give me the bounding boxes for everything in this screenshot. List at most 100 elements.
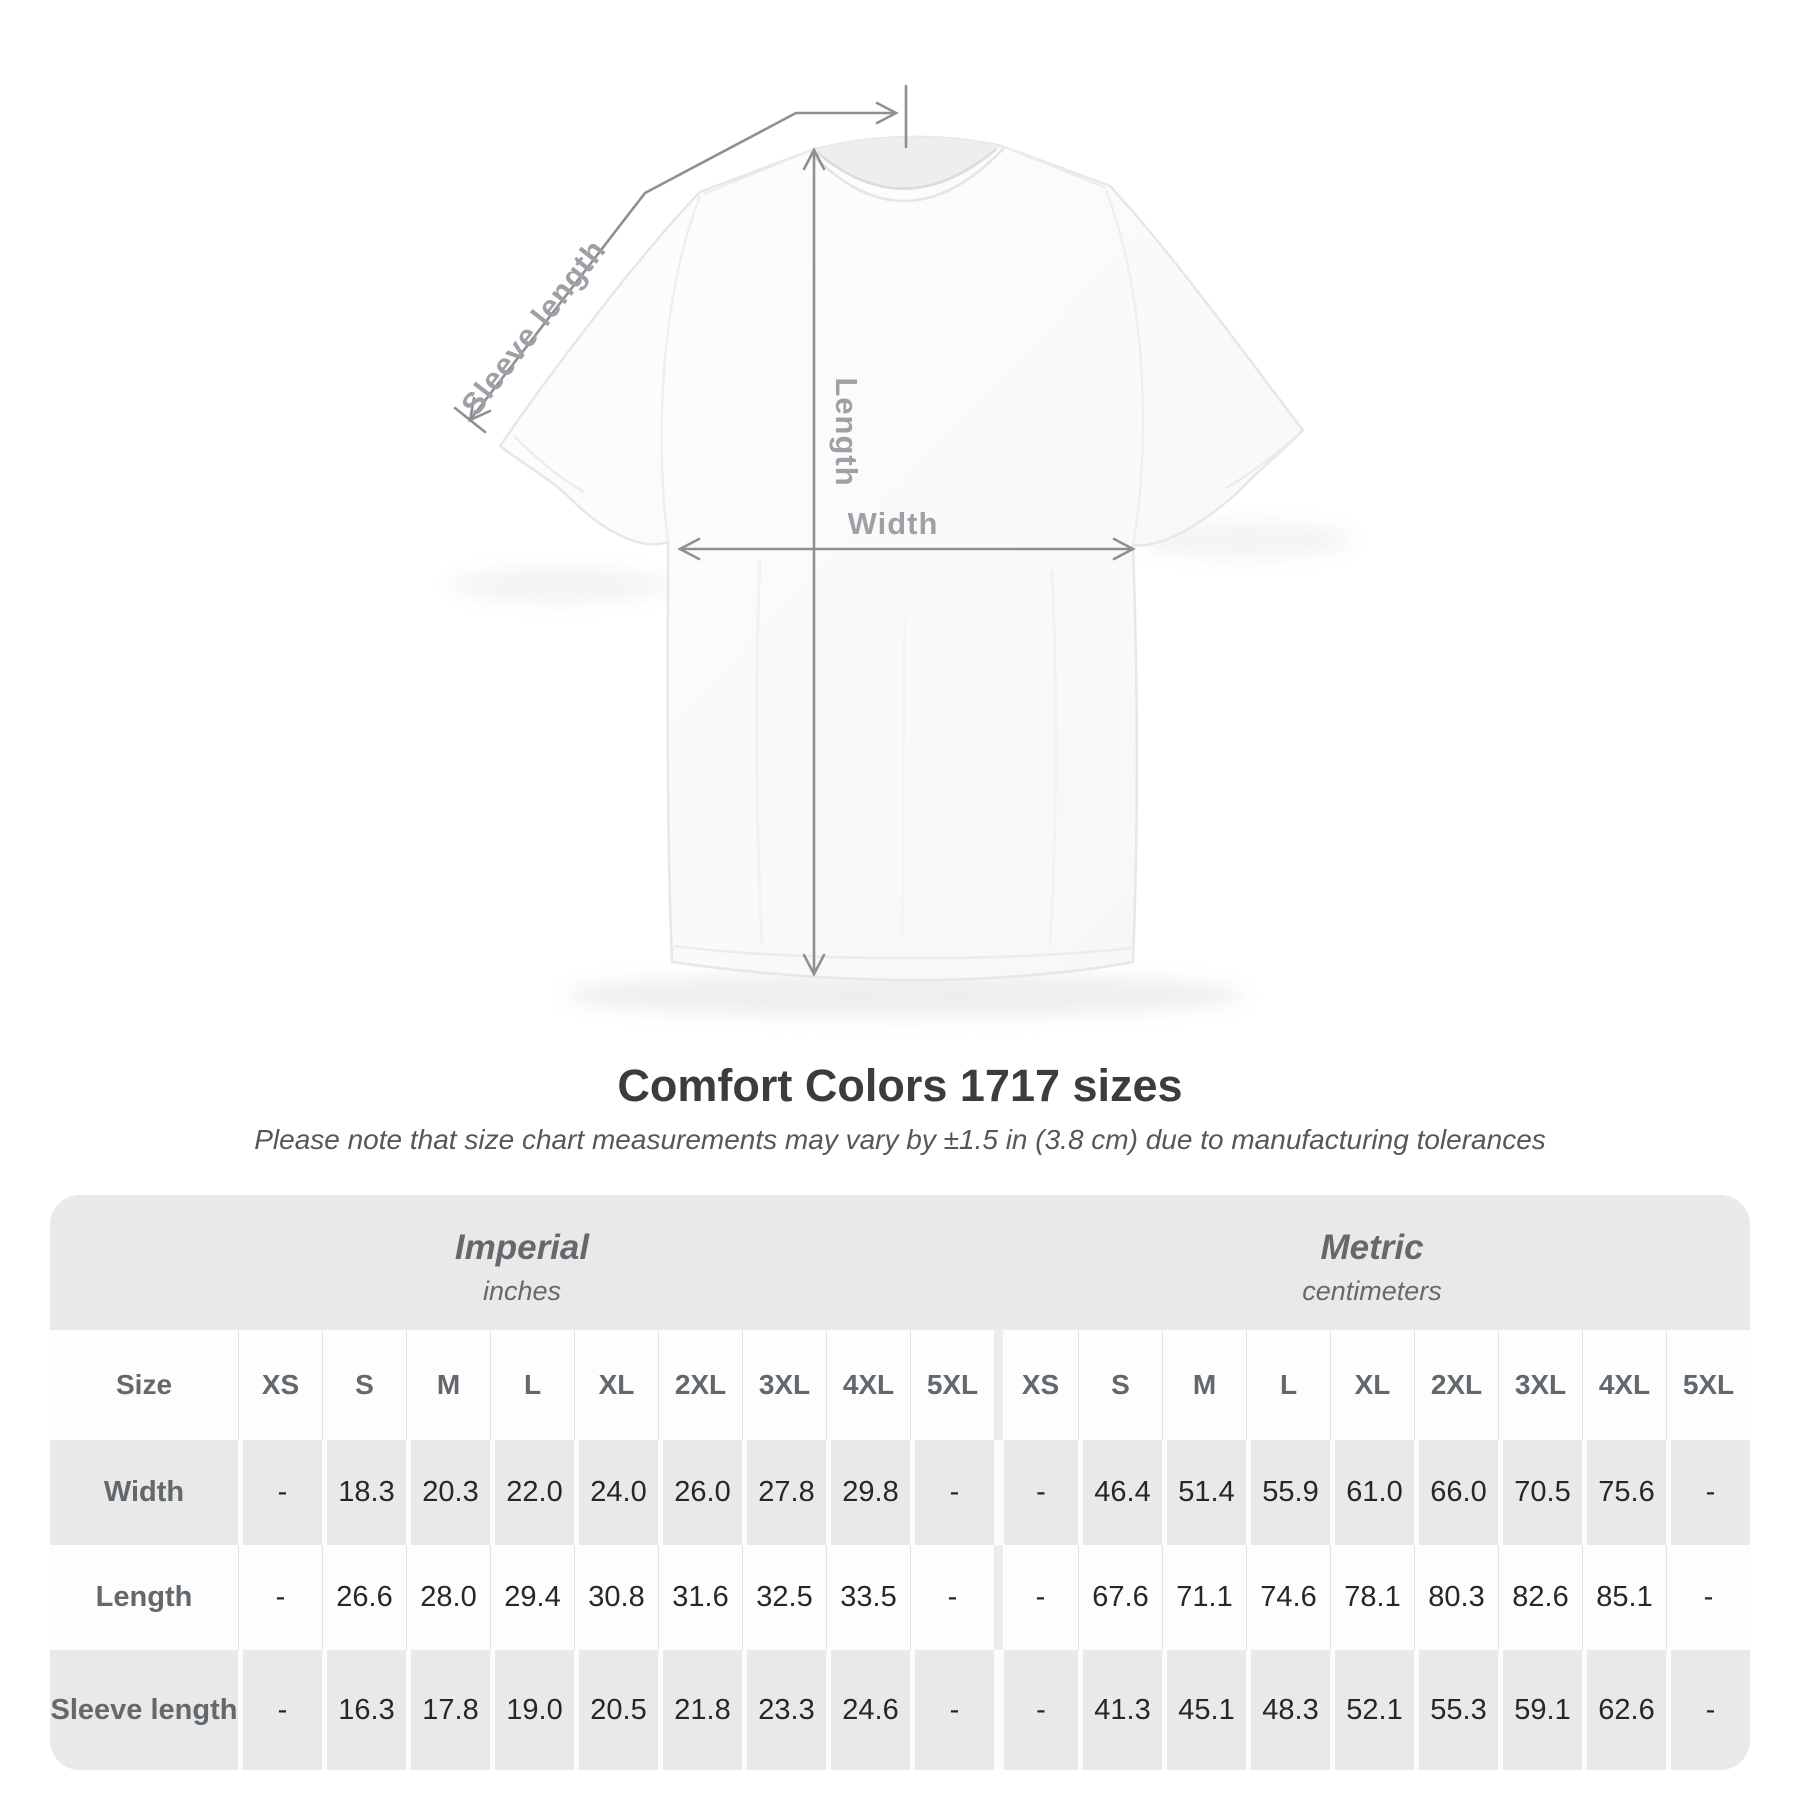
row-length-metric-cell: 78.1 bbox=[1330, 1545, 1414, 1650]
size-header-imperial-cell: XL bbox=[574, 1330, 658, 1440]
row-length-metric-cell: 82.6 bbox=[1498, 1545, 1582, 1650]
length-arrowhead-top bbox=[802, 147, 826, 171]
size-header-label-cell: Size bbox=[50, 1330, 238, 1440]
row-width-metric-cell: 51.4 bbox=[1162, 1440, 1246, 1545]
row-width-metric-cell: 75.6 bbox=[1582, 1440, 1666, 1545]
length-label: Length bbox=[829, 377, 864, 487]
row-sleeve-metric-cell: 55.3 bbox=[1414, 1650, 1498, 1770]
row-sleeve-metric-cell: 62.6 bbox=[1582, 1650, 1666, 1770]
sleeve-shadow-left bbox=[450, 567, 670, 603]
size-header-metric-cell: 4XL bbox=[1582, 1330, 1666, 1440]
row-length-imperial-cell: 28.0 bbox=[406, 1545, 490, 1650]
size-header-imperial-cell: 2XL bbox=[658, 1330, 742, 1440]
row-length-metric-cell: 80.3 bbox=[1414, 1545, 1498, 1650]
sleeve-arrowhead-right bbox=[875, 101, 899, 125]
row-sleeve-metric-cell: 45.1 bbox=[1162, 1650, 1246, 1770]
row-width-metric-cell: 46.4 bbox=[1078, 1440, 1162, 1545]
row-length-metric-cell: 85.1 bbox=[1582, 1545, 1666, 1650]
row-width-imperial-cell: - bbox=[910, 1440, 994, 1545]
row-length-imperial-cell: 30.8 bbox=[574, 1545, 658, 1650]
row-sleeve-metric-cell: 41.3 bbox=[1078, 1650, 1162, 1770]
row-width-metric-cell: - bbox=[994, 1440, 1078, 1545]
bottom-hem-stitch bbox=[673, 944, 1132, 960]
row-width-imperial-cell: 27.8 bbox=[742, 1440, 826, 1545]
imperial-group-unit: inches bbox=[482, 1276, 562, 1306]
row-width-metric-cell: 70.5 bbox=[1498, 1440, 1582, 1545]
length-arrowhead-bottom bbox=[802, 953, 826, 977]
imperial-group-header: Imperial inches bbox=[50, 1195, 994, 1330]
shoulder-seam-left bbox=[703, 149, 813, 195]
measure-lines bbox=[453, 84, 1136, 977]
size-header-row: Size XS S M L XL 2XL 3XL 4XL 5XL XS S M L XL 2XL 3XL 4XL 5… bbox=[50, 1330, 1750, 1440]
length-row: Length -26.6 28.0 29.4 30.8 31.6 32.5 33.5- -67.… bbox=[50, 1545, 1750, 1650]
width-arrowhead-left bbox=[677, 537, 701, 561]
size-header-metric-cell: L bbox=[1246, 1330, 1330, 1440]
size-header-metric-cell: XL bbox=[1330, 1330, 1414, 1440]
sleeve-hem-left bbox=[513, 435, 585, 494]
armhole-seam-left bbox=[660, 195, 702, 543]
metric-group-title: Metric bbox=[1320, 1228, 1424, 1267]
row-sleeve-imperial-cell: 20.5 bbox=[574, 1650, 658, 1770]
sleeve-hem-right bbox=[1225, 441, 1291, 490]
row-sleeve-imperial-cell: 16.3 bbox=[322, 1650, 406, 1770]
sleeve-diagonal-line bbox=[468, 111, 798, 422]
row-sleeve-imperial-cell: 19.0 bbox=[490, 1650, 574, 1770]
shoulder-seam-right bbox=[1001, 145, 1107, 189]
row-length-metric-cell: 71.1 bbox=[1162, 1545, 1246, 1650]
row-length-imperial-cell: 31.6 bbox=[658, 1545, 742, 1650]
row-sleeve-metric-cell: 52.1 bbox=[1330, 1650, 1414, 1770]
sleeve-end-tick bbox=[453, 406, 487, 434]
width-arrowhead-right bbox=[1112, 537, 1136, 561]
row-width-imperial-cell: 29.8 bbox=[826, 1440, 910, 1545]
size-table: Imperial inches Metric centimeters Size X… bbox=[50, 1195, 1750, 1770]
size-header-imperial-cell: 4XL bbox=[826, 1330, 910, 1440]
row-length-metric-cell: - bbox=[994, 1545, 1078, 1650]
size-header-imperial-cell: 3XL bbox=[742, 1330, 826, 1440]
row-width-imperial-cell: 18.3 bbox=[322, 1440, 406, 1545]
size-header-imperial-cell: M bbox=[406, 1330, 490, 1440]
row-length-imperial-cell: - bbox=[238, 1545, 322, 1650]
metric-group-header: Metric centimeters bbox=[994, 1195, 1750, 1330]
row-sleeve-metric-cell: - bbox=[994, 1650, 1078, 1770]
row-length-imperial-cell: - bbox=[910, 1545, 994, 1650]
wrinkle-2 bbox=[1048, 569, 1058, 946]
row-sleeve-label-cell: Sleeve length bbox=[50, 1650, 238, 1770]
size-header-metric-cell: S bbox=[1078, 1330, 1162, 1440]
row-sleeve-imperial-cell: 24.6 bbox=[826, 1650, 910, 1770]
unit-group-header-row: Imperial inches Metric centimeters bbox=[50, 1195, 1750, 1330]
row-length-label-cell: Length bbox=[50, 1545, 238, 1650]
shirt-body bbox=[498, 135, 1305, 982]
size-header-metric-cell: 3XL bbox=[1498, 1330, 1582, 1440]
row-sleeve-imperial-cell: - bbox=[238, 1650, 322, 1770]
size-header-metric-cell: XS bbox=[994, 1330, 1078, 1440]
row-width-imperial-cell: 24.0 bbox=[574, 1440, 658, 1545]
row-sleeve-imperial-cell: - bbox=[910, 1650, 994, 1770]
size-header-metric-cell: M bbox=[1162, 1330, 1246, 1440]
row-length-imperial-cell: 26.6 bbox=[322, 1545, 406, 1650]
row-sleeve-imperial-cell: 17.8 bbox=[406, 1650, 490, 1770]
size-header-metric-cell: 5XL bbox=[1666, 1330, 1750, 1440]
wrinkle-1 bbox=[755, 559, 764, 946]
row-width-imperial-cell: 20.3 bbox=[406, 1440, 490, 1545]
row-sleeve-imperial-cell: 21.8 bbox=[658, 1650, 742, 1770]
row-width-label-cell: Width bbox=[50, 1440, 238, 1545]
imperial-group-title: Imperial bbox=[454, 1228, 590, 1267]
row-length-imperial-cell: 29.4 bbox=[490, 1545, 574, 1650]
collar-opening bbox=[817, 148, 997, 190]
row-width-metric-cell: - bbox=[1666, 1440, 1750, 1545]
armhole-seam-right bbox=[1104, 189, 1145, 546]
size-header-imperial-cell: L bbox=[490, 1330, 574, 1440]
row-sleeve-metric-cell: 48.3 bbox=[1246, 1650, 1330, 1770]
row-sleeve-imperial-cell: 23.3 bbox=[742, 1650, 826, 1770]
row-length-imperial-cell: 32.5 bbox=[742, 1545, 826, 1650]
row-length-imperial-cell: 33.5 bbox=[826, 1545, 910, 1650]
metric-group-unit: centimeters bbox=[1302, 1276, 1442, 1306]
row-width-metric-cell: 55.9 bbox=[1246, 1440, 1330, 1545]
row-width-imperial-cell: 22.0 bbox=[490, 1440, 574, 1545]
row-length-metric-cell: 74.6 bbox=[1246, 1545, 1330, 1650]
wrinkle-3 bbox=[901, 619, 907, 936]
row-length-metric-cell: 67.6 bbox=[1078, 1545, 1162, 1650]
collar-seam bbox=[809, 147, 1005, 203]
page-title: Comfort Colors 1717 sizes bbox=[617, 1060, 1183, 1111]
